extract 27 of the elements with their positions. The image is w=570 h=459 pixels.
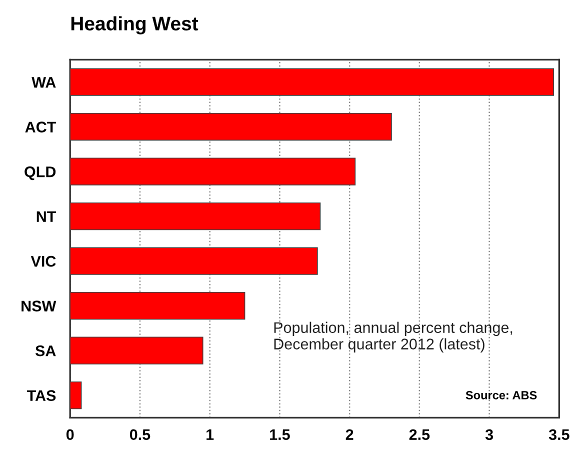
bar (70, 202, 321, 230)
x-tick-label: 0.5 (130, 429, 150, 440)
bar (70, 336, 204, 364)
y-tick-label: VIC (30, 256, 56, 267)
x-tick-label: 2 (346, 429, 354, 440)
x-tick-label: 1.5 (270, 429, 290, 440)
bar (70, 158, 356, 186)
y-tick-label: WA (32, 77, 56, 88)
annotation: Source: ABS (466, 391, 537, 400)
y-tick-label: SA (35, 345, 56, 356)
y-tick-label: QLD (24, 166, 56, 180)
bar (70, 292, 246, 320)
y-tick-label: TAS (26, 390, 56, 401)
bar (70, 381, 82, 410)
x-tick-label: 0 (66, 429, 74, 440)
x-tick-label: 3.5 (548, 429, 570, 440)
annotation: Population, annual percent change, December quarter 2012 (latest) (274, 322, 512, 352)
bar (70, 68, 554, 96)
y-tick-label: NT (36, 211, 56, 222)
chart-title: Heading West (71, 16, 198, 34)
x-tick-label: 2.5 (409, 429, 430, 440)
y-tick-label: ACT (25, 122, 56, 132)
bar (70, 247, 318, 275)
y-tick-label: NSW (22, 300, 56, 312)
bar (70, 112, 392, 141)
x-tick-label: 1 (206, 429, 214, 440)
x-tick-label: 3 (485, 429, 493, 440)
